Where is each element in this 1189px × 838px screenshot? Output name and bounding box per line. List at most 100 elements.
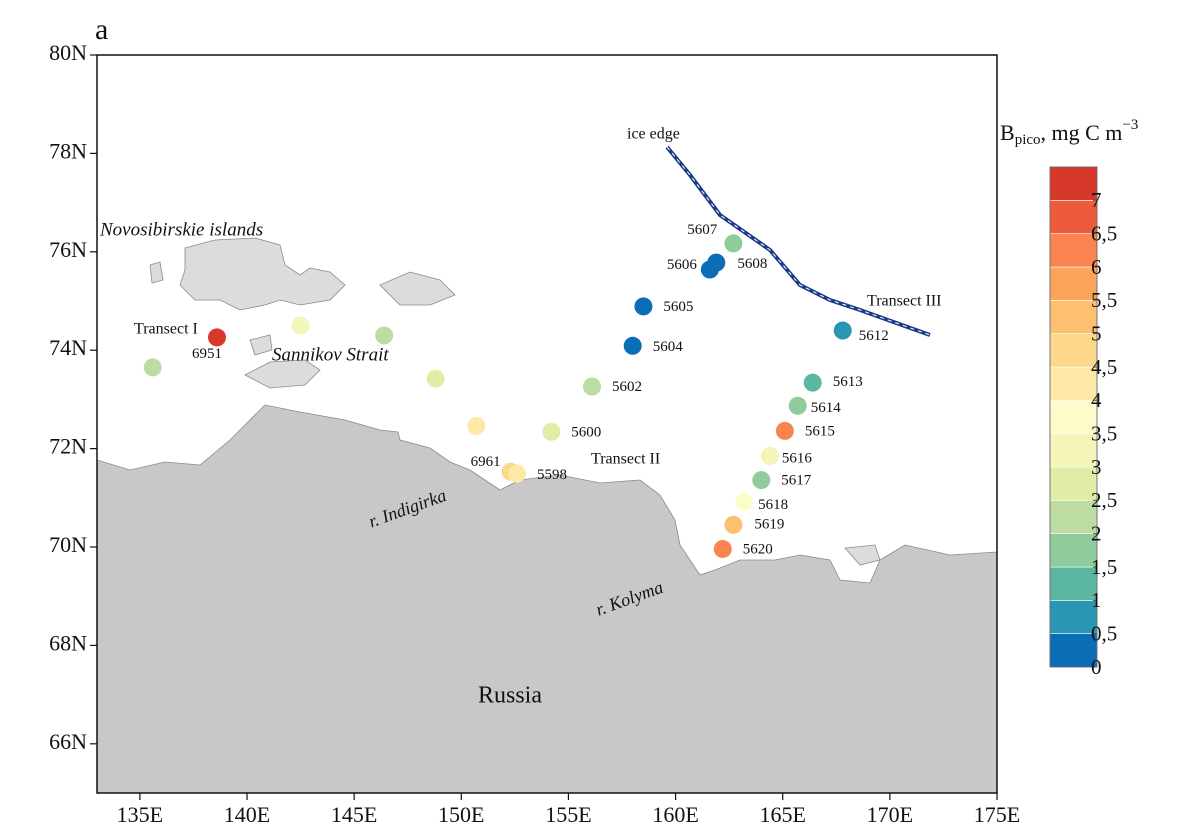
colorbar-segment <box>1049 433 1098 468</box>
station <box>426 369 445 388</box>
annotation: Russia <box>478 683 542 709</box>
x-tick-label: 135E <box>117 802 163 827</box>
station <box>542 422 561 441</box>
annotation: Sannikov Strait <box>272 344 389 365</box>
colorbar-segment <box>1049 266 1098 301</box>
colorbar-tick-label: 3,5 <box>1091 421 1117 445</box>
x-tick-label: 140E <box>224 802 270 827</box>
station-label: 5608 <box>737 256 767 272</box>
colorbar-segment <box>1049 400 1098 434</box>
station <box>375 326 394 345</box>
y-tick-label: 68N <box>49 630 87 655</box>
colorbar-tick-label: 4,5 <box>1091 355 1117 379</box>
station-label: 5612 <box>859 328 889 344</box>
ice-edge <box>665 145 931 337</box>
colorbar-tick-label: 3 <box>1091 455 1102 479</box>
station-label: 5613 <box>833 374 863 390</box>
colorbar-segment <box>1049 633 1098 668</box>
station-label: 5600 <box>571 424 601 440</box>
station-label: 5620 <box>743 541 773 557</box>
y-tick-label: 78N <box>49 138 87 163</box>
colorbar-tick-label: 6,5 <box>1091 221 1117 245</box>
colorbar-segment <box>1049 600 1098 634</box>
station-label: 5606 <box>667 257 698 273</box>
colorbar-tick-label: 5 <box>1091 321 1102 345</box>
island <box>249 334 273 356</box>
x-tick-label: 165E <box>759 802 805 827</box>
station <box>735 492 754 511</box>
land <box>97 237 997 793</box>
panel-label: a <box>95 13 108 46</box>
y-tick-label: 66N <box>49 729 87 754</box>
station-label: 5617 <box>781 473 812 489</box>
station <box>833 321 852 340</box>
colorbar-segment <box>1049 300 1098 334</box>
annotation: Transect II <box>591 451 660 468</box>
colorbar-title-base: B <box>1000 120 1015 145</box>
x-tick-label: 170E <box>867 802 913 827</box>
station <box>707 253 726 272</box>
station <box>713 539 732 558</box>
colorbar-tick-label: 2 <box>1091 521 1102 545</box>
station <box>775 421 794 440</box>
colorbar-tick-label: 4 <box>1091 388 1102 412</box>
colorbar-segment <box>1049 200 1098 234</box>
colorbar-tick-label: 1 <box>1091 588 1102 612</box>
station-label: 6951 <box>192 346 222 362</box>
colorbar-title: Bpico, mg C m−3 <box>1000 117 1138 148</box>
mainland <box>97 404 997 793</box>
y-tick-label: 74N <box>49 335 87 360</box>
station <box>291 316 310 335</box>
station <box>634 297 653 316</box>
island <box>244 359 321 389</box>
station <box>752 471 771 490</box>
colorbar-tick-label: 0,5 <box>1091 621 1117 645</box>
map-frame <box>96 54 998 794</box>
annotation: ice edge <box>627 126 680 143</box>
station <box>788 396 807 415</box>
colorbar-segment <box>1049 366 1098 401</box>
station <box>508 464 526 483</box>
ice-edge-dash <box>666 146 931 336</box>
island <box>149 261 164 284</box>
station <box>760 446 779 465</box>
colorbar-segment <box>1049 566 1098 601</box>
x-tick-label: 175E <box>974 802 1020 827</box>
station-label: 5614 <box>811 400 842 416</box>
annotation: Transect I <box>134 321 198 338</box>
station-label: 5605 <box>663 299 693 315</box>
station <box>724 515 743 534</box>
island <box>844 544 881 566</box>
y-tick-label: 70N <box>49 532 87 557</box>
station-label: 5616 <box>782 450 813 466</box>
colorbar-tick-label: 7 <box>1091 188 1102 212</box>
station <box>467 416 486 435</box>
station-label: 5607 <box>687 222 718 238</box>
colorbar-segment <box>1049 333 1098 368</box>
colorbar-title-sup: −3 <box>1122 117 1138 133</box>
x-tick-label: 150E <box>438 802 484 827</box>
station-label: 5615 <box>805 423 835 439</box>
station <box>208 328 226 347</box>
station-label: 5619 <box>754 516 784 532</box>
station <box>623 336 642 355</box>
x-tick-label: 160E <box>652 802 698 827</box>
colorbar-segment <box>1049 466 1098 501</box>
x-tick-label: 145E <box>331 802 377 827</box>
colorbar-tick-label: 1,5 <box>1091 555 1117 579</box>
y-tick-label: 80N <box>49 40 87 65</box>
station <box>724 234 743 253</box>
colorbar-tick-label: 5,5 <box>1091 288 1117 312</box>
colorbar-segment <box>1049 166 1098 201</box>
annotation: Transect III <box>867 293 942 310</box>
island <box>379 271 456 306</box>
station-label: 5604 <box>653 339 684 355</box>
colorbar-frame <box>1049 166 1098 668</box>
station-label: 5598 <box>537 467 567 483</box>
colorbar-segment <box>1049 533 1098 568</box>
station-label: 5618 <box>758 497 788 513</box>
colorbar-tick-label: 6 <box>1091 255 1102 279</box>
station <box>583 377 601 396</box>
colorbar-tick-label: 2,5 <box>1091 488 1117 512</box>
